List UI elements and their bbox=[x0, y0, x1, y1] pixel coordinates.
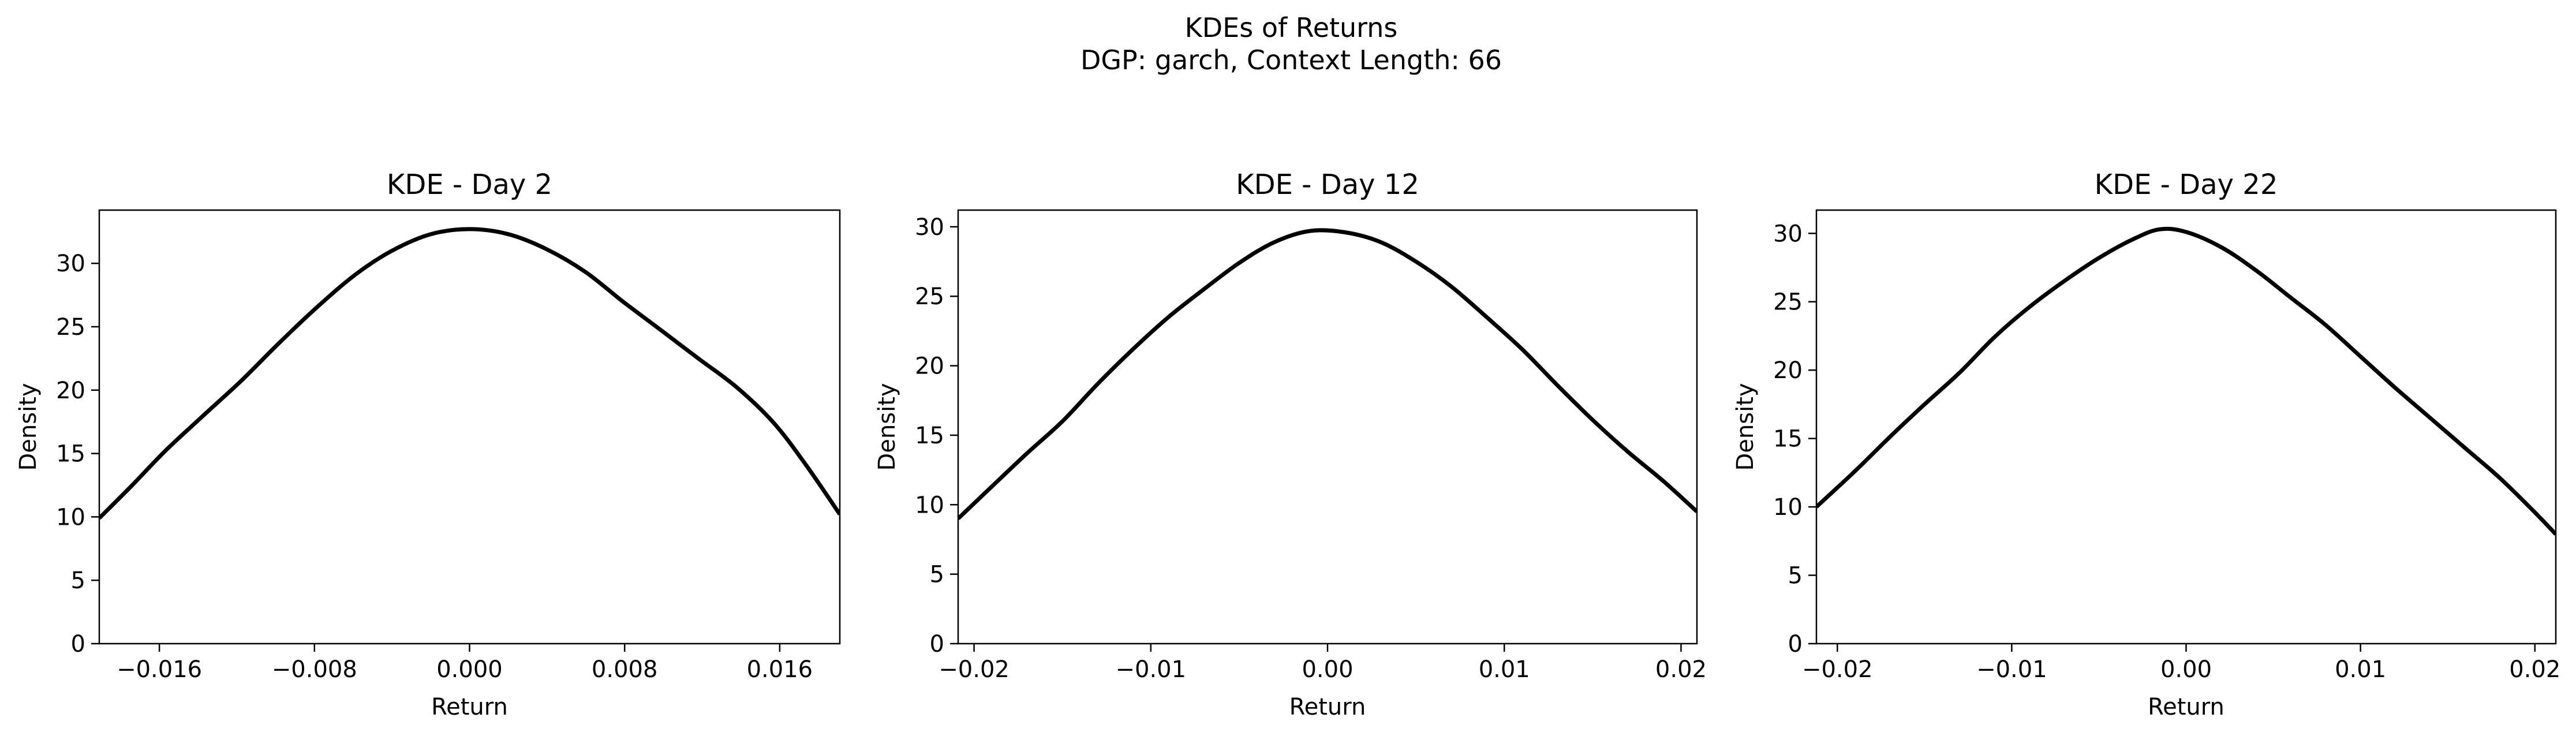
x-axis-label: Return bbox=[431, 694, 508, 720]
y-axis-label: Density bbox=[874, 383, 900, 470]
y-tick-label: 20 bbox=[915, 353, 944, 380]
subplot-3: −0.02 −0.01 0.00 0.01 0.02 0 5 10 15 20 25 30 KDE - … bbox=[1732, 169, 2560, 720]
y-tick-label: 5 bbox=[930, 562, 944, 588]
y-tick-label: 20 bbox=[56, 378, 85, 404]
y-tick-label: 5 bbox=[71, 567, 85, 594]
y-axis-label: Density bbox=[15, 383, 42, 470]
y-tick-label: 15 bbox=[915, 423, 944, 449]
y-tick-label: 0 bbox=[71, 631, 85, 657]
y-tick-label: 25 bbox=[56, 314, 85, 341]
subplot-panels: −0.016 −0.008 0.000 0.008 0.016051015202530K… bbox=[15, 169, 2560, 720]
y-tick-label: 10 bbox=[915, 492, 944, 518]
x-tick-label: 0.02 bbox=[1655, 656, 1707, 683]
kde-curve-line bbox=[958, 228, 1697, 520]
y-tick-label: 25 bbox=[915, 283, 944, 310]
y-tick-label: 0 bbox=[930, 631, 944, 657]
subplot-1: −0.016 −0.008 0.000 0.008 0.016 0 5 10 15 20 25 30 K… bbox=[15, 169, 841, 720]
y-tick-label: 20 bbox=[1773, 357, 1803, 384]
figure-title-line2: DGP: garch, Context Length: 66 bbox=[1081, 44, 1502, 76]
y-tick-label: 5 bbox=[1788, 563, 1803, 589]
x-tick-label: −0.016 bbox=[117, 656, 202, 683]
x-tick-label: 0.02 bbox=[2509, 656, 2560, 683]
x-tick-label: 0.016 bbox=[747, 656, 813, 683]
x-tick-label: 0.01 bbox=[2335, 656, 2386, 683]
x-tick-label: −0.01 bbox=[1115, 656, 1186, 683]
x-tick-label: 0.01 bbox=[1479, 656, 1530, 683]
subplot-title: KDE - Day 2 bbox=[387, 169, 552, 201]
x-tick-label: −0.008 bbox=[272, 656, 357, 683]
y-tick-label: 10 bbox=[1773, 494, 1803, 521]
x-tick-label: 0.00 bbox=[2160, 656, 2212, 683]
y-tick-label: 0 bbox=[1788, 631, 1803, 657]
x-tick-label: 0.00 bbox=[1302, 656, 1353, 683]
y-axis-label: Density bbox=[1732, 383, 1759, 470]
y-tick-label: 15 bbox=[1773, 426, 1803, 453]
subplot-title: KDE - Day 12 bbox=[1236, 169, 1419, 201]
y-tick-label: 25 bbox=[1773, 289, 1803, 316]
subplot-2: −0.02 −0.01 0.00 0.01 0.02 0 5 10 15 20 25 30 KDE - … bbox=[874, 169, 1707, 720]
x-axis-label: Return bbox=[1289, 694, 1366, 720]
figure-title-line1: KDEs of Returns bbox=[1185, 12, 1398, 43]
x-tick-label: −0.02 bbox=[1802, 656, 1873, 683]
y-tick-label: 30 bbox=[915, 214, 944, 241]
x-tick-label: 0.000 bbox=[436, 656, 503, 683]
y-tick-label: 30 bbox=[1773, 221, 1803, 247]
x-axis-label: Return bbox=[2148, 694, 2224, 720]
x-tick-label: 0.008 bbox=[592, 656, 658, 683]
y-tick-label: 10 bbox=[56, 504, 85, 530]
kde-curve-line bbox=[99, 227, 840, 520]
subplot-title: KDE - Day 22 bbox=[2095, 169, 2278, 201]
y-tick-label: 15 bbox=[56, 441, 85, 468]
y-tick-label: 30 bbox=[56, 251, 85, 277]
x-tick-label: −0.02 bbox=[939, 656, 1010, 683]
x-tick-label: −0.01 bbox=[1976, 656, 2047, 683]
kde-curve-line bbox=[1816, 226, 2556, 536]
